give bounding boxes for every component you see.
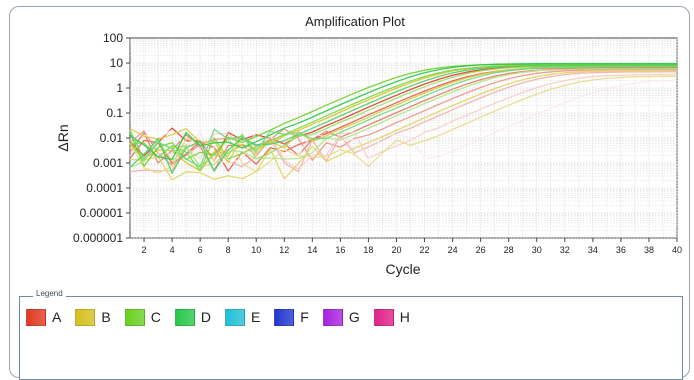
legend-items: A B C D E F G H — [26, 307, 424, 327]
curve-d — [129, 66, 677, 168]
legend-label: D — [200, 309, 211, 325]
x-tick-label: 14 — [307, 245, 317, 255]
x-axis-ticks: 2 4 6 8 10 12 14 16 18 20 22 24 26 28 30 32 34 36 38 40 — [142, 238, 682, 255]
y-tick-label: 100 — [103, 31, 123, 45]
x-tick-label: 20 — [391, 245, 401, 255]
y-tick-label: 0.01 — [100, 131, 124, 145]
x-tick-label: 8 — [226, 245, 231, 255]
legend-item-d[interactable]: D — [174, 308, 211, 326]
legend-item-f[interactable]: F — [274, 308, 309, 326]
x-tick-label: 22 — [420, 245, 430, 255]
legend-swatch — [75, 308, 96, 326]
x-tick-label: 4 — [170, 245, 175, 255]
chart-title: Amplification Plot — [305, 14, 405, 29]
legend-item-e[interactable]: E — [224, 308, 261, 326]
legend-item-b[interactable]: B — [75, 308, 111, 326]
x-tick-label: 38 — [644, 245, 654, 255]
legend-item-g[interactable]: G — [322, 308, 360, 326]
y-tick-label: 0.0001 — [86, 181, 123, 195]
legend-label: E — [250, 309, 261, 325]
legend-label: C — [150, 309, 161, 325]
legend-swatch — [224, 308, 245, 326]
y-axis-ticks: 100 10 1 0.1 0.01 0.001 0.0001 0.00001 0.000001 — [73, 31, 130, 245]
x-tick-label: 36 — [616, 245, 626, 255]
y-axis-label: ΔRn — [55, 124, 71, 151]
curve-d — [129, 62, 677, 161]
y-tick-label: 0.001 — [93, 156, 123, 170]
y-tick-label: 0.1 — [106, 106, 123, 120]
x-tick-label: 6 — [198, 245, 203, 255]
legend-label: G — [348, 309, 360, 325]
amplification-curves — [129, 62, 678, 181]
legend-item-c[interactable]: C — [124, 308, 161, 326]
legend-item-h[interactable]: H — [373, 308, 410, 326]
legend-item-a[interactable]: A — [26, 308, 62, 326]
x-tick-label: 12 — [279, 245, 289, 255]
legend-label: H — [399, 309, 410, 325]
x-tick-label: 18 — [363, 245, 373, 255]
legend-label: F — [300, 309, 309, 325]
curve-b — [129, 69, 678, 181]
x-tick-label: 10 — [251, 245, 261, 255]
x-tick-label: 28 — [504, 245, 514, 255]
x-axis-label: Cycle — [385, 261, 420, 277]
x-tick-label: 24 — [448, 245, 458, 255]
legend-swatch — [373, 308, 394, 326]
curve-c — [129, 65, 677, 168]
y-tick-label: 10 — [110, 56, 124, 70]
x-tick-label: 32 — [560, 245, 570, 255]
x-tick-label: 2 — [142, 245, 147, 255]
curve-c — [129, 67, 677, 169]
legend-swatch — [322, 308, 343, 326]
amplification-plot[interactable]: Amplification Plot 100 10 1 0.1 0.01 0.001 0.0… — [0, 0, 694, 300]
x-tick-label: 26 — [476, 245, 486, 255]
legend-swatch — [26, 308, 46, 326]
legend-label: A — [52, 309, 62, 325]
curve-d — [129, 64, 677, 174]
legend-swatch — [174, 308, 195, 326]
curve-a — [129, 68, 677, 166]
legend-label: B — [101, 309, 111, 325]
y-tick-label: 0.000001 — [73, 231, 123, 245]
legend-title: Legend — [33, 289, 66, 298]
x-tick-label: 34 — [588, 245, 598, 255]
legend-swatch — [124, 308, 145, 326]
y-tick-label: 1 — [116, 81, 123, 95]
x-tick-label: 16 — [335, 245, 345, 255]
curve-a — [129, 71, 677, 173]
legend-swatch — [274, 308, 295, 326]
y-tick-label: 0.00001 — [80, 206, 124, 220]
x-tick-label: 40 — [672, 245, 682, 255]
x-tick-label: 30 — [532, 245, 542, 255]
